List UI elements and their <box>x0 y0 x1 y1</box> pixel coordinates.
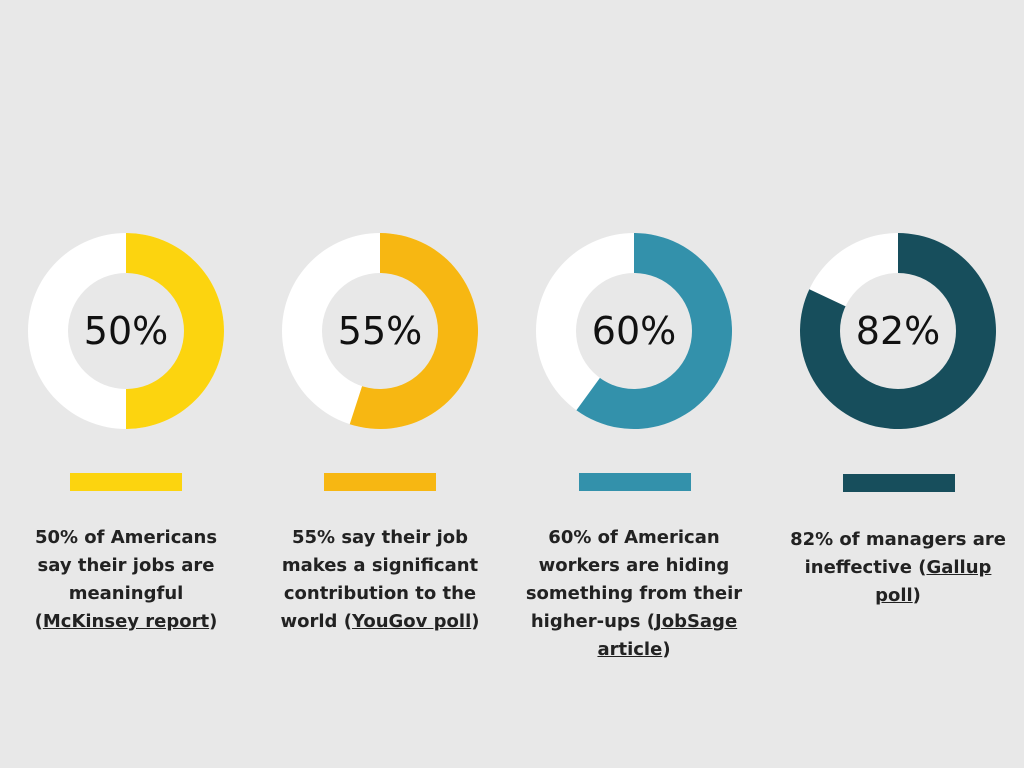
legend-swatch <box>843 474 955 492</box>
donut-hole <box>840 273 956 389</box>
source-link[interactable]: YouGov poll <box>351 611 472 632</box>
donut-hole <box>576 273 692 389</box>
caption: 60% of American workers are hiding somet… <box>525 527 743 660</box>
donut-chart-1 <box>28 233 224 429</box>
percent-label: 55% <box>337 309 423 353</box>
caption-text: 60% of American workers are hiding somet… <box>525 527 743 632</box>
donut-hole <box>322 273 438 389</box>
source-link[interactable]: Gallup poll <box>875 557 992 606</box>
donut-hole <box>68 273 184 389</box>
percent-label: 60% <box>591 309 677 353</box>
caption: 50% of Americans say their jobs are mean… <box>34 527 218 632</box>
caption-text: 55% say their job makes a significant co… <box>280 527 479 632</box>
donut-chart-3 <box>536 233 733 430</box>
donut-chart-4 <box>800 233 997 429</box>
source-link[interactable]: JobSage article <box>597 611 738 660</box>
stat-card-1: 50% 50% of Americans say their jobs are … <box>0 0 256 768</box>
stat-card-3: 60% 60% of American workers are hiding s… <box>0 0 742 768</box>
caption: 55% say their job makes a significant co… <box>280 527 480 632</box>
legend-swatch <box>70 473 182 491</box>
legend-swatch <box>579 473 691 491</box>
stat-card-2: 55% 55% say their job makes a significan… <box>0 0 479 768</box>
caption-text: 82% of managers are ineffective <box>790 529 1006 578</box>
percent-label: 50% <box>83 309 169 353</box>
caption-text: 50% of Americans say their jobs are mean… <box>34 527 218 604</box>
donut-chart-2 <box>282 233 479 430</box>
source-link[interactable]: McKinsey report <box>42 611 210 632</box>
percent-label: 82% <box>855 309 941 353</box>
legend-swatch <box>324 473 436 491</box>
caption: 82% of managers are ineffective (Gallup … <box>790 529 1006 606</box>
